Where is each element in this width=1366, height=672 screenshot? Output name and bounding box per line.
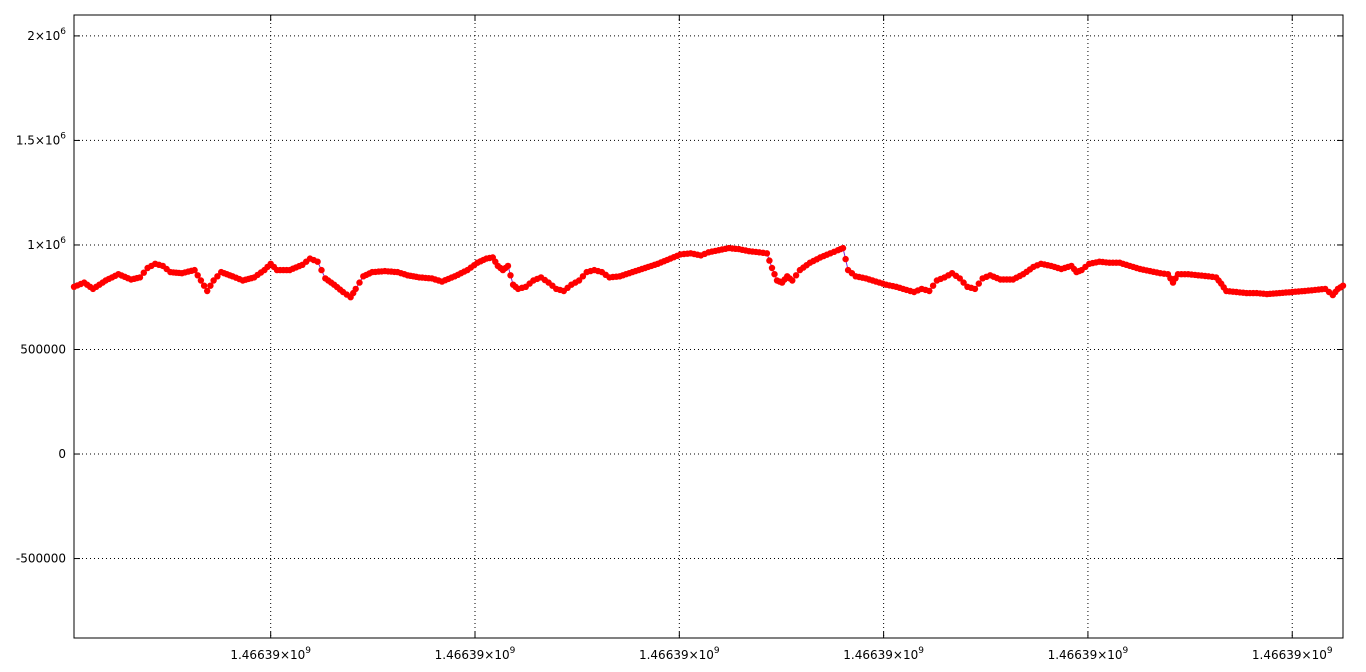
data-point	[136, 274, 144, 281]
axis-layer	[73, 14, 1344, 639]
data-point	[842, 255, 849, 263]
data-point	[318, 266, 325, 274]
data-point	[352, 285, 359, 293]
plot-border	[73, 14, 1344, 639]
y-tick-label: 2×106	[27, 27, 66, 43]
data-point	[789, 277, 796, 284]
data-point	[960, 279, 967, 286]
data-point	[929, 282, 937, 289]
data-point	[766, 257, 773, 264]
data-point	[140, 269, 147, 276]
data-point	[971, 285, 979, 293]
x-tick-label: 1.46639×109	[843, 646, 924, 662]
data-point	[207, 282, 214, 289]
data-point	[975, 280, 982, 287]
data-point	[214, 273, 221, 280]
series-layer	[70, 244, 1347, 301]
y-tick-label: 1×106	[27, 236, 66, 252]
data-point	[194, 272, 201, 279]
data-point	[771, 271, 778, 278]
data-point	[763, 250, 771, 257]
data-point	[200, 282, 208, 289]
data-point	[191, 266, 198, 274]
x-tick-label: 1.46639×109	[1048, 646, 1129, 662]
data-point	[210, 277, 217, 284]
x-tick-label: 1.46639×109	[435, 646, 516, 662]
grid-layer	[74, 15, 1343, 638]
data-point	[356, 279, 363, 286]
data-point	[768, 264, 776, 272]
data-point	[1339, 282, 1347, 289]
data-point	[956, 275, 963, 282]
data-point	[575, 277, 583, 284]
y-tick-label: 0	[58, 447, 66, 461]
data-point	[197, 277, 205, 284]
series-0	[70, 244, 1347, 301]
data-point	[839, 244, 847, 252]
data-point	[507, 272, 514, 279]
x-tick-label: 1.46639×109	[230, 646, 311, 662]
data-point	[204, 287, 211, 295]
data-point	[792, 272, 800, 279]
data-point	[314, 258, 321, 265]
y-tick-label: -500000	[16, 552, 66, 566]
y-tick-label: 500000	[20, 342, 66, 356]
tick-label-layer: -500000 0 500000 1×106 1.5×106 2×106 1.46639×1…	[16, 27, 1333, 662]
y-tick-label: 1.5×106	[16, 131, 66, 147]
x-tick-label: 1.46639×109	[1252, 646, 1333, 662]
data-point	[926, 287, 933, 295]
data-point	[579, 273, 587, 280]
data-point	[504, 262, 512, 270]
x-tick-label: 1.46639×109	[639, 646, 720, 662]
